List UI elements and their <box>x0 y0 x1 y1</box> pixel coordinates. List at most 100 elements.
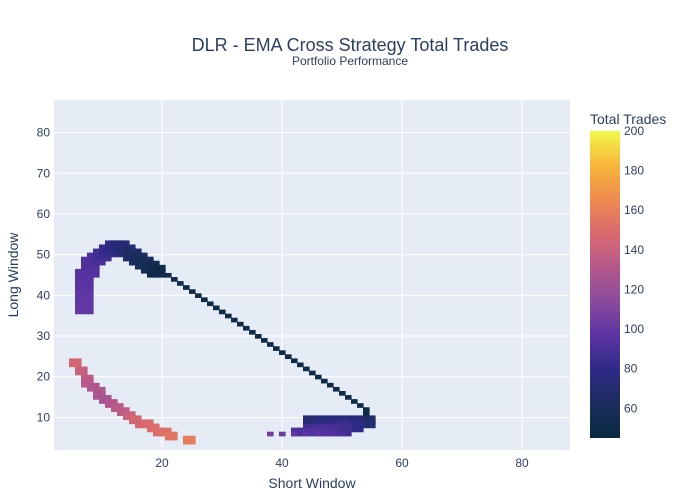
heatmap-cell <box>339 431 346 437</box>
heatmap-cell <box>147 427 154 433</box>
heatmap-cell <box>129 415 136 421</box>
heatmap-cell <box>147 256 154 262</box>
heatmap-cell <box>237 321 244 327</box>
heatmap-cell <box>309 427 316 433</box>
heatmap-cell <box>75 272 82 278</box>
heatmap-cell <box>87 256 94 262</box>
heatmap-cell <box>195 293 202 298</box>
heatmap-cell <box>357 423 364 429</box>
heatmap-cell <box>93 264 100 270</box>
heatmap-cell <box>153 268 160 274</box>
heatmap-cell <box>189 289 196 294</box>
heatmap-cell <box>321 378 328 384</box>
heatmap-cell <box>105 256 112 262</box>
heatmap-cell <box>357 403 364 408</box>
heatmap-cell <box>87 260 94 266</box>
chart-subtitle: Portfolio Performance <box>292 54 408 68</box>
heatmap-cell <box>141 264 148 270</box>
heatmap-cell <box>243 325 250 331</box>
heatmap-cell <box>69 362 76 368</box>
heatmap-cell <box>303 427 310 433</box>
heatmap-cell <box>303 423 310 429</box>
heatmap-cell <box>291 431 298 437</box>
heatmap-cell <box>93 390 100 396</box>
heatmap-cell <box>267 342 274 347</box>
heatmap-cell <box>153 423 160 429</box>
heatmap-cell <box>87 297 94 303</box>
heatmap-cell <box>321 431 328 437</box>
heatmap-cell <box>105 244 112 250</box>
heatmap-cell <box>147 423 154 429</box>
heatmap-cell <box>141 268 148 274</box>
heatmap-cell <box>339 390 346 396</box>
heatmap-cell <box>285 354 292 360</box>
heatmap-cell <box>99 256 106 262</box>
heatmap-cell <box>321 415 328 421</box>
heatmap-cell <box>159 427 166 433</box>
heatmap-cell <box>147 260 154 266</box>
heatmap-cell <box>75 289 82 294</box>
x-tick-label: 40 <box>275 456 289 470</box>
heatmap-cell <box>363 415 370 421</box>
heatmap-cell <box>99 390 106 396</box>
heatmap-cell <box>111 407 118 412</box>
x-tick-label: 60 <box>395 456 409 470</box>
heatmap-cell <box>339 423 346 429</box>
heatmap-cell <box>225 313 232 319</box>
colorbar-tick-label: 140 <box>624 243 644 257</box>
heatmap-cell <box>369 423 376 429</box>
heatmap-cell <box>99 395 106 400</box>
heatmap-cell <box>357 415 364 421</box>
colorbar <box>590 131 620 438</box>
heatmap-cell <box>141 423 148 429</box>
heatmap-cell <box>123 411 130 417</box>
heatmap-cell <box>315 419 322 425</box>
heatmap-cell <box>327 431 334 437</box>
heatmap-cell <box>81 260 88 266</box>
heatmap-cell <box>87 374 94 380</box>
y-tick-label: 50 <box>37 248 51 262</box>
heatmap-cell <box>93 272 100 278</box>
y-tick-label: 80 <box>37 126 51 140</box>
heatmap-cell <box>309 431 316 437</box>
heatmap-cell <box>93 395 100 400</box>
heatmap-cell <box>99 399 106 404</box>
heatmap-cell <box>369 419 376 425</box>
heatmap-cell <box>345 395 352 400</box>
heatmap-cell <box>363 411 370 417</box>
heatmap-cell <box>81 370 88 376</box>
heatmap-cell <box>315 427 322 433</box>
heatmap-cell <box>327 427 334 433</box>
heatmap-cell <box>75 285 82 290</box>
heatmap-cell <box>93 386 100 392</box>
heatmap-cell <box>81 272 88 278</box>
heatmap-cells <box>69 240 376 445</box>
heatmap-cell <box>183 285 190 290</box>
heatmap-cell <box>147 268 154 274</box>
heatmap-cell <box>75 305 82 311</box>
heatmap-cell <box>75 297 82 303</box>
heatmap-cell <box>315 423 322 429</box>
heatmap-cell <box>99 386 106 392</box>
colorbar-tick-label: 120 <box>624 282 644 296</box>
heatmap-cell <box>129 419 136 425</box>
heatmap-cell <box>81 264 88 270</box>
heatmap-cell <box>105 399 112 404</box>
y-axis-title: Long Window <box>5 232 21 318</box>
heatmap-cell <box>81 305 88 311</box>
heatmap-cell <box>165 431 172 437</box>
heatmap-cell <box>135 252 142 258</box>
heatmap-cell <box>345 427 352 433</box>
heatmap-cell <box>297 431 304 437</box>
heatmap-cell <box>219 309 226 315</box>
heatmap-cell <box>189 439 196 445</box>
heatmap-cell <box>153 264 160 270</box>
heatmap-cell <box>189 435 196 441</box>
heatmap-cell <box>297 362 304 368</box>
heatmap-cell <box>147 419 154 425</box>
heatmap-cell <box>99 260 106 266</box>
heatmap-cell <box>75 268 82 274</box>
heatmap-cell <box>351 423 358 429</box>
heatmap-cell <box>87 305 94 311</box>
heatmap-cell <box>141 419 148 425</box>
